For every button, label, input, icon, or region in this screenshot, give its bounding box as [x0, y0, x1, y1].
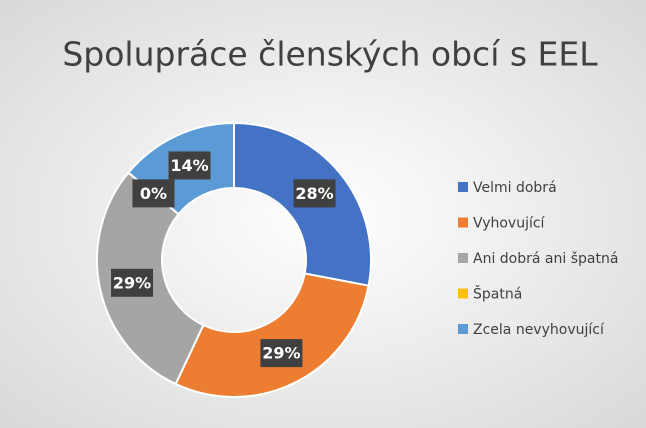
data-label-box — [293, 179, 336, 208]
data-label: 28% — [295, 184, 333, 203]
legend-swatch — [458, 253, 468, 263]
chart-title: Spolupráce členských obcí s EEL — [62, 35, 598, 74]
legend-swatch — [458, 217, 468, 228]
legend-label: Špatná — [473, 285, 522, 303]
legend-swatch — [458, 182, 468, 192]
legend-swatch — [458, 288, 468, 299]
donut-slice — [174, 272, 370, 398]
data-label-box — [132, 179, 175, 208]
data-label-box — [168, 151, 211, 180]
data-label-box — [111, 268, 154, 297]
data-label: 0% — [140, 184, 167, 203]
legend-label: Ani dobrá ani špatná — [473, 251, 618, 267]
legend-swatch — [458, 324, 468, 334]
data-label-box — [260, 339, 303, 368]
data-label: 29% — [113, 273, 151, 292]
data-label: 14% — [170, 156, 208, 175]
legend-label: Zcela nevyhovující — [473, 322, 605, 338]
legend-label: Vyhovující — [473, 216, 546, 232]
data-label: 29% — [262, 344, 300, 363]
legend-label: Velmi dobrá — [473, 180, 557, 196]
